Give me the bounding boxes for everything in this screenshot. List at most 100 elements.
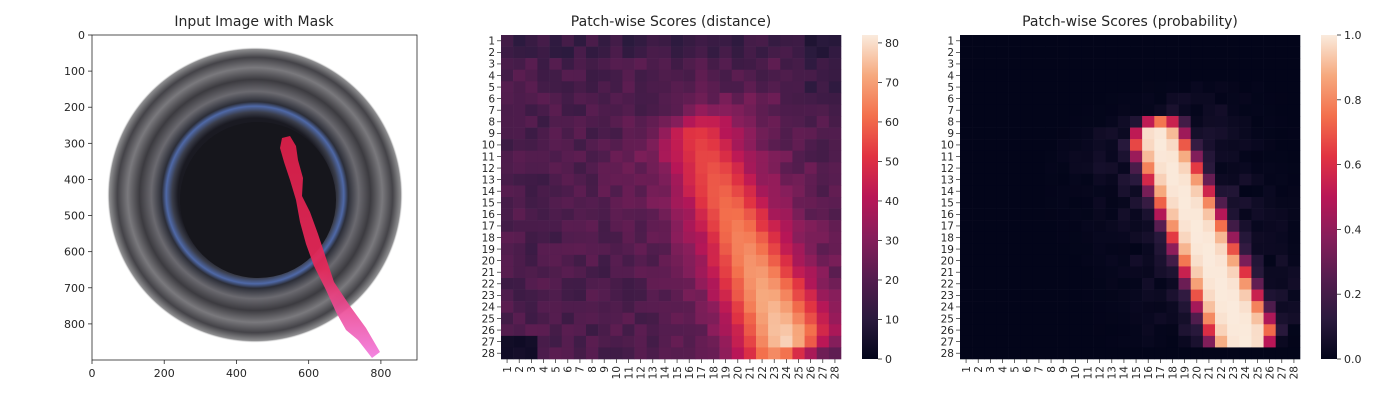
col-label: 6 xyxy=(563,366,575,373)
colorbar-tick-label: 1.0 xyxy=(1344,29,1362,42)
heatmap-cell xyxy=(598,231,611,244)
heatmap-cell xyxy=(1190,150,1204,163)
heatmap-cell xyxy=(707,46,720,59)
heatmap-cell xyxy=(780,35,793,47)
row-label: 13 xyxy=(482,174,495,186)
image-y-tick-label: 200 xyxy=(64,101,85,114)
heatmap-cell xyxy=(1020,127,1034,140)
heatmap-cell xyxy=(1190,266,1204,279)
heatmap-cell xyxy=(731,220,745,233)
heatmap-cell xyxy=(586,162,599,175)
heatmap-cell xyxy=(501,220,514,233)
heatmap-cell xyxy=(960,289,973,302)
heatmap-cell xyxy=(549,254,563,267)
heatmap-cell xyxy=(1178,254,1192,267)
heatmap-cell xyxy=(1105,104,1119,117)
heatmap-cell xyxy=(1239,243,1252,256)
heatmap-cell xyxy=(525,347,538,360)
heatmap-cell xyxy=(828,139,842,152)
heatmap-cell xyxy=(1263,312,1277,325)
heatmap-cell xyxy=(549,81,563,94)
heatmap-cell xyxy=(1105,220,1119,233)
heatmap-cell xyxy=(731,92,745,105)
heatmap-cell xyxy=(1190,116,1204,128)
heatmap-cell xyxy=(1032,347,1046,360)
heatmap-cell xyxy=(960,312,973,325)
heatmap-cell xyxy=(828,324,842,337)
heatmap-cell xyxy=(707,127,720,140)
heatmap-cell xyxy=(525,69,538,82)
heatmap-cell xyxy=(634,335,648,348)
heatmap-cell xyxy=(1093,46,1107,59)
heatmap-cell xyxy=(792,254,805,267)
heatmap-cell xyxy=(1227,58,1240,71)
heatmap-cell xyxy=(586,46,599,59)
heatmap-cell xyxy=(1287,243,1301,256)
heatmap-cell xyxy=(1117,231,1131,244)
row-label: 17 xyxy=(482,221,495,233)
heatmap-cell xyxy=(996,208,1009,221)
heatmap-cell xyxy=(1117,162,1131,175)
heatmap-cell xyxy=(1263,116,1277,128)
heatmap-cell xyxy=(1130,208,1143,221)
heatmap-cell xyxy=(1251,347,1264,360)
heatmap-cell xyxy=(1117,278,1131,290)
heatmap-cell xyxy=(743,220,757,233)
heatmap-cell xyxy=(792,266,805,279)
heatmap-cell xyxy=(1190,347,1204,360)
heatmap-cell xyxy=(671,243,684,256)
heatmap-cell xyxy=(1069,347,1082,360)
heatmap-cell xyxy=(561,278,575,290)
heatmap-cell xyxy=(1239,208,1252,221)
heatmap-cell xyxy=(610,220,623,233)
colorbar-tick-label: 40 xyxy=(885,195,899,208)
heatmap-cell xyxy=(804,324,818,337)
heatmap-cell xyxy=(1287,58,1301,71)
heatmap-cell xyxy=(683,301,696,314)
heatmap-cell xyxy=(984,208,997,221)
heatmap-cell xyxy=(972,231,985,244)
heatmap-cell xyxy=(1178,312,1192,325)
heatmap-cell xyxy=(1045,150,1058,163)
heatmap-cell xyxy=(695,150,708,163)
heatmap-cell xyxy=(1020,312,1034,325)
col-label: 25 xyxy=(793,366,805,379)
heatmap-cell xyxy=(960,324,973,337)
heatmap-cell xyxy=(768,58,781,71)
heatmap-cell xyxy=(561,127,575,140)
heatmap-cell xyxy=(695,278,708,290)
heatmap-cell xyxy=(816,104,830,117)
heatmap-cell xyxy=(1069,58,1082,71)
heatmap-cell xyxy=(1008,335,1022,348)
heatmap-cell xyxy=(658,185,672,198)
heatmap-cell xyxy=(1117,69,1131,82)
heatmap-cell xyxy=(719,254,733,267)
heatmap-cell xyxy=(1069,243,1082,256)
heatmap-cell xyxy=(972,150,985,163)
row-label: 23 xyxy=(941,290,954,302)
heatmap-cell xyxy=(1166,335,1179,348)
heatmap-cell xyxy=(1154,162,1167,175)
heatmap-cell xyxy=(598,266,611,279)
heatmap-cell xyxy=(1093,139,1107,152)
heatmap-cell xyxy=(537,46,550,59)
heatmap-cell xyxy=(1020,301,1034,314)
heatmap-cell xyxy=(1045,324,1058,337)
heatmap-cell xyxy=(1190,278,1204,290)
heatmap-cell xyxy=(756,69,769,82)
heatmap-cell xyxy=(731,150,745,163)
heatmap-cell xyxy=(719,197,733,209)
heatmap-cell xyxy=(1069,92,1082,105)
heatmap-cell xyxy=(707,220,720,233)
heatmap-cell xyxy=(561,301,575,314)
heatmap-cell xyxy=(1020,289,1034,302)
heatmap-cell xyxy=(1190,231,1204,244)
heatmap-cell xyxy=(513,127,526,140)
heatmap-cell xyxy=(1263,150,1277,163)
heatmap-cell xyxy=(671,254,684,267)
heatmap-cell xyxy=(1093,220,1107,233)
heatmap-cell xyxy=(816,81,830,94)
heatmap-cell xyxy=(1178,69,1192,82)
heatmap-cell xyxy=(695,104,708,117)
heatmap-cell xyxy=(634,81,648,94)
